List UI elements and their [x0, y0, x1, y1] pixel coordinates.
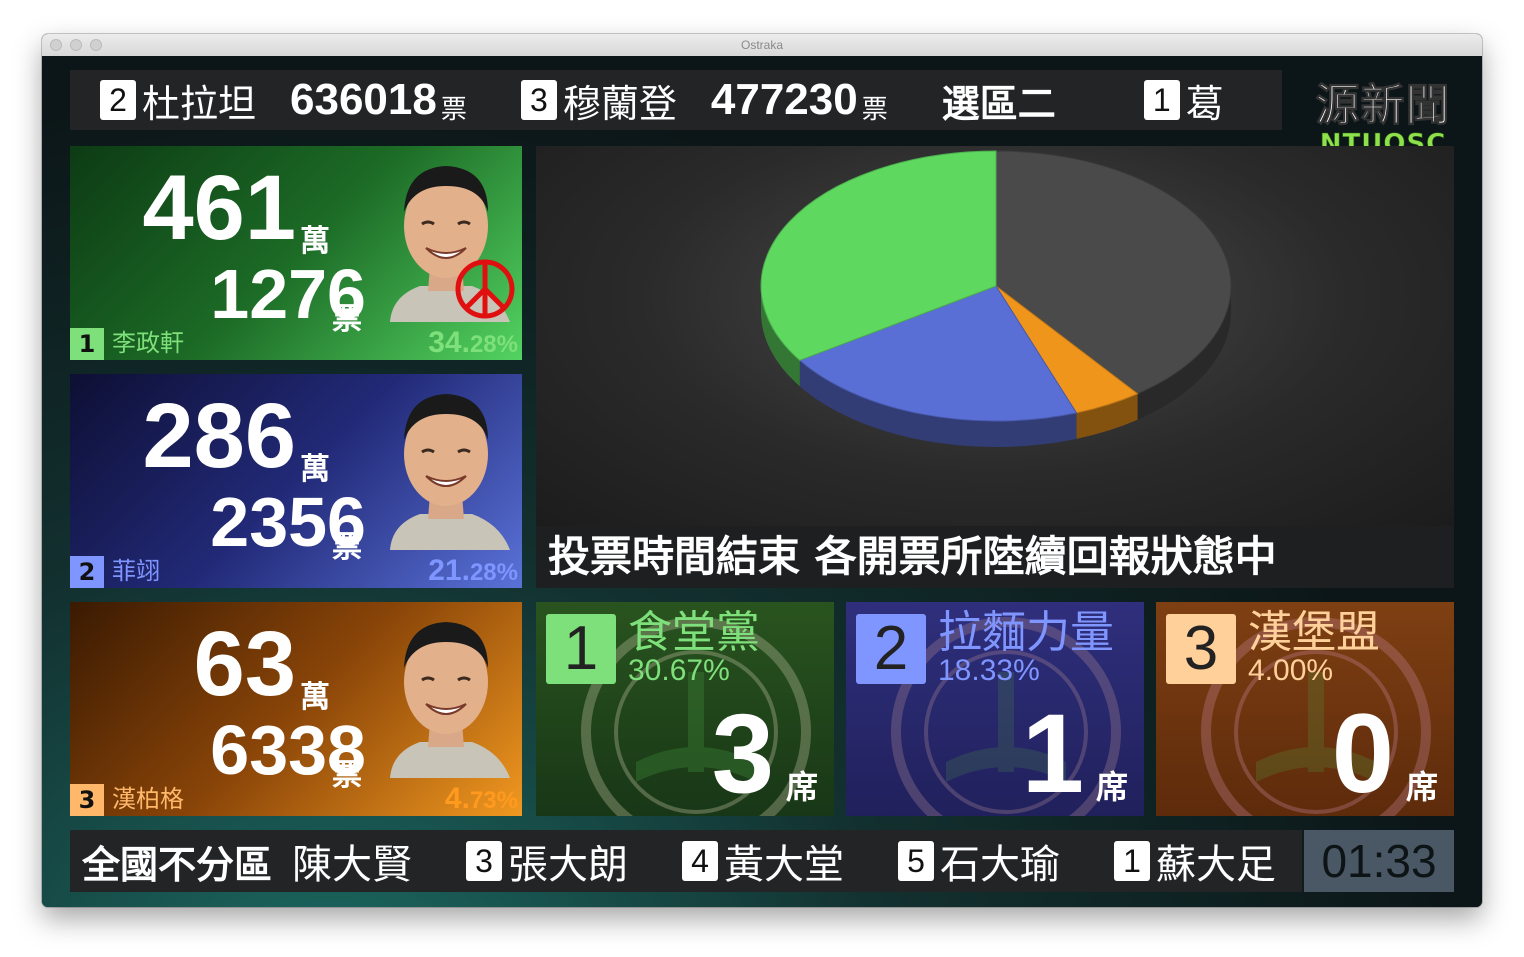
ticker-name: 杜拉坦 [142, 73, 256, 128]
candidate-photo [370, 602, 522, 778]
party-seats: 0 [1332, 694, 1394, 814]
party-number: 1 [546, 614, 616, 684]
party-card-1: 1 食堂黨 30.67% 3 席 [536, 602, 834, 816]
ticker-item: 2 杜拉坦 636018 票 [100, 73, 467, 128]
candidate-number: 1 [70, 328, 104, 360]
wan-unit: 萬 [300, 444, 330, 488]
candidate-photo [370, 374, 522, 550]
window-title: Ostraka [42, 38, 1482, 52]
ticker-votes: 636018 [290, 75, 437, 125]
party-seats: 1 [1022, 694, 1084, 814]
candidate-number: 2 [70, 556, 104, 588]
party-name: 漢堡盟 [1248, 608, 1380, 658]
party-name: 食堂黨 [628, 608, 760, 658]
bottom-ticker-name: 蘇大足 [1156, 832, 1276, 890]
votes-ten-thousands: 63 [194, 616, 296, 712]
bottom-ticker-number: 4 [682, 841, 718, 881]
ticker-name: 穆蘭登 [563, 73, 677, 128]
peace-symbol-icon [454, 258, 516, 320]
ticker-item: 1 葛 [1144, 73, 1258, 128]
candidate-name: 李政軒 [112, 323, 184, 358]
bottom-ticker: 全國不分區 陳大賢 3 張大朗 4 黃大堂 5 石大瑜 1 蘇大足 [70, 830, 1302, 892]
logo-main-text: 源新聞 [1308, 82, 1458, 130]
votes-ten-thousands: 286 [143, 388, 297, 484]
countdown-clock: 01:33 [1304, 830, 1454, 892]
candidate-info-bar: 2 菲翊 21.28% [70, 556, 522, 588]
ticker-region-label: 選區二 [942, 73, 1056, 128]
bottom-ticker-item: 4 黃大堂 [682, 832, 844, 890]
bottom-ticker-item: 5 石大瑜 [898, 832, 1060, 890]
ticker-number: 2 [100, 80, 136, 120]
candidate-name: 漢柏格 [112, 779, 184, 814]
bottom-ticker-name: 陳大賢 [292, 832, 412, 890]
candidate-card-2: 286 萬 2356 票 2 菲翊 21.28% [70, 374, 522, 588]
wan-unit: 萬 [300, 672, 330, 716]
party-number: 2 [856, 614, 926, 684]
candidate-card-3: 63 萬 6338 票 3 漢柏格 4.73% [70, 602, 522, 816]
party-percent: 4.00% [1248, 654, 1333, 688]
bottom-ticker-item: 1 蘇大足 [1114, 832, 1276, 890]
candidate-percent: 34.28% [428, 326, 518, 360]
pie-chart-panel [536, 146, 1454, 526]
vote-share-pie-chart [536, 146, 1454, 526]
bottom-ticker-item: 3 張大朗 [466, 832, 628, 890]
ticker-region: 選區二 [942, 73, 1114, 128]
seat-unit: 席 [786, 762, 818, 808]
party-percent: 30.67% [628, 654, 730, 688]
bottom-ticker-number: 3 [466, 841, 502, 881]
ticker-number: 3 [521, 80, 557, 120]
candidate-name: 菲翊 [112, 551, 160, 586]
votes-ten-thousands: 461 [143, 160, 297, 256]
bottom-ticker-number: 5 [898, 841, 934, 881]
app-window: Ostraka 2 杜拉坦 636018 票 3 穆蘭登 477230 票 選區 [42, 34, 1482, 907]
bottom-ticker-name: 黃大堂 [724, 832, 844, 890]
party-card-2: 2 拉麵力量 18.33% 1 席 [846, 602, 1144, 816]
candidate-info-bar: 1 李政軒 34.28% [70, 328, 522, 360]
ticker-number: 1 [1144, 80, 1180, 120]
ticker-unit: 票 [441, 89, 467, 126]
bottom-ticker-number: 1 [1114, 841, 1150, 881]
broadcast-stage: 2 杜拉坦 636018 票 3 穆蘭登 477230 票 選區二 1 葛 [42, 56, 1482, 907]
ticker-name: 葛 [1186, 73, 1224, 128]
title-bar: Ostraka [42, 34, 1482, 57]
wan-unit: 萬 [300, 216, 330, 260]
seat-unit: 席 [1406, 762, 1438, 808]
bottom-ticker-title: 全國不分區 [82, 834, 272, 889]
party-seats: 3 [712, 694, 774, 814]
bottom-ticker-name: 張大朗 [508, 832, 628, 890]
candidate-percent: 4.73% [445, 782, 518, 816]
party-card-3: 3 漢堡盟 4.00% 0 席 [1156, 602, 1454, 816]
candidate-info-bar: 3 漢柏格 4.73% [70, 784, 522, 816]
headline-banner: 投票時間結束 各開票所陸續回報狀態中 [536, 526, 1454, 588]
ticker-item: 3 穆蘭登 477230 票 [521, 73, 888, 128]
candidate-percent: 21.28% [428, 554, 518, 588]
candidate-number: 3 [70, 784, 104, 816]
ticker-unit: 票 [862, 89, 888, 126]
bottom-ticker-name: 石大瑜 [940, 832, 1060, 890]
ticker-votes: 477230 [711, 75, 858, 125]
party-percent: 18.33% [938, 654, 1040, 688]
seat-unit: 席 [1096, 762, 1128, 808]
top-ticker: 2 杜拉坦 636018 票 3 穆蘭登 477230 票 選區二 1 葛 [70, 70, 1282, 130]
party-name: 拉麵力量 [938, 608, 1114, 658]
party-number: 3 [1166, 614, 1236, 684]
candidate-card-1: 461 萬 1276 票 1 李政軒 34.28% [70, 146, 522, 360]
